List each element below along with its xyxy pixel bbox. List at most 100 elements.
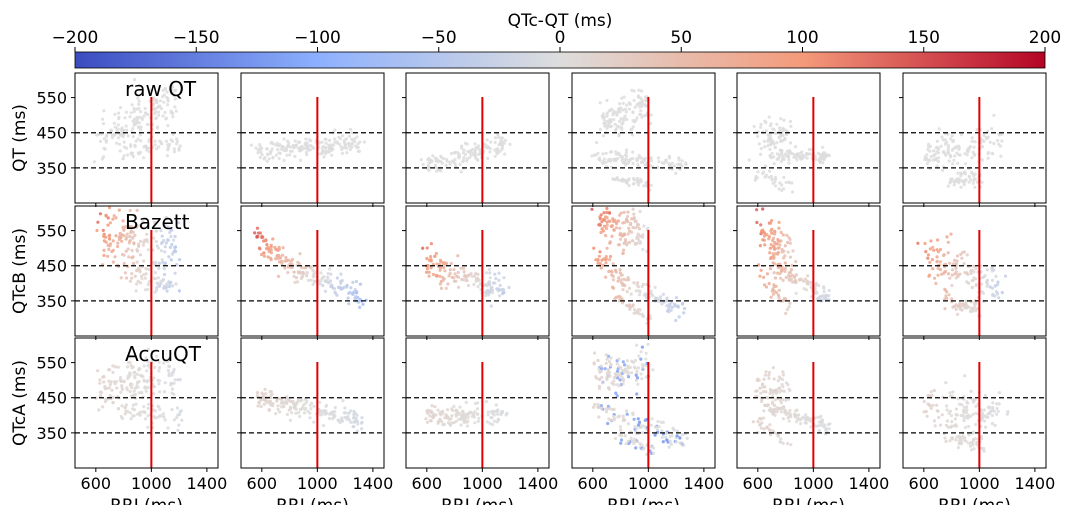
scatter-point bbox=[612, 228, 616, 232]
scatter-point bbox=[438, 274, 442, 278]
scatter-point bbox=[258, 143, 262, 147]
scatter-point bbox=[443, 269, 447, 273]
scatter-point bbox=[133, 117, 137, 121]
scatter-point bbox=[775, 242, 779, 246]
scatter-point bbox=[164, 116, 168, 120]
scatter-point bbox=[778, 126, 782, 130]
scatter-point bbox=[793, 274, 797, 278]
scatter-point bbox=[300, 406, 305, 411]
scatter-point bbox=[777, 246, 781, 250]
scatter-point bbox=[171, 85, 175, 89]
scatter-point bbox=[304, 137, 308, 141]
scatter-point bbox=[789, 415, 793, 419]
scatter-point bbox=[781, 417, 786, 421]
scatter-point bbox=[118, 375, 123, 380]
scatter-point bbox=[763, 373, 768, 377]
scatter-point bbox=[980, 180, 984, 184]
scatter-point bbox=[963, 425, 968, 430]
scatter-point bbox=[609, 362, 613, 366]
scatter-point bbox=[784, 297, 788, 301]
scatter-point bbox=[658, 295, 663, 299]
scatter-point bbox=[787, 271, 791, 275]
scatter-point bbox=[932, 419, 937, 423]
scatter-point bbox=[771, 292, 776, 296]
scatter-point bbox=[615, 362, 619, 366]
scatter-point bbox=[170, 391, 174, 395]
scatter-point bbox=[613, 268, 618, 272]
scatter-point bbox=[438, 258, 443, 262]
scatter-point bbox=[660, 429, 664, 433]
scatter-point bbox=[681, 301, 685, 305]
scatter-point bbox=[771, 389, 775, 393]
scatter-point bbox=[637, 354, 641, 358]
scatter-point bbox=[593, 403, 597, 407]
panel-qtca-2: 60010001400RRI (ms) bbox=[237, 337, 393, 505]
scatter-point bbox=[485, 271, 489, 275]
scatter-point bbox=[274, 143, 278, 147]
scatter-point bbox=[954, 266, 958, 270]
scatter-point bbox=[634, 310, 639, 315]
scatter-point bbox=[967, 174, 971, 178]
scatter-point bbox=[964, 405, 969, 409]
scatter-point bbox=[653, 296, 657, 300]
scatter-point bbox=[101, 375, 105, 379]
scatter-point bbox=[275, 147, 280, 152]
scatter-point bbox=[285, 153, 289, 157]
scatter-point bbox=[347, 134, 351, 138]
panel-qtca-6: 60010001400RRI (ms) bbox=[899, 337, 1055, 505]
scatter-point bbox=[617, 132, 621, 136]
scatter-point bbox=[128, 234, 132, 239]
scatter-point bbox=[809, 425, 813, 429]
scatter-point bbox=[947, 293, 951, 297]
scatter-point bbox=[138, 281, 143, 285]
scatter-point bbox=[599, 404, 604, 408]
scatter-point bbox=[599, 230, 603, 235]
scatter-point bbox=[821, 156, 825, 160]
scatter-point bbox=[761, 385, 765, 389]
scatter-point bbox=[781, 126, 785, 130]
scatter-point bbox=[601, 115, 605, 119]
scatter-point bbox=[97, 408, 101, 412]
scatter-point bbox=[782, 175, 786, 179]
scatter-point bbox=[975, 307, 980, 311]
scatter-point bbox=[277, 245, 281, 249]
scatter-point bbox=[330, 285, 334, 289]
scatter-point bbox=[154, 277, 158, 281]
scatter-point bbox=[459, 423, 463, 427]
scatter-point bbox=[930, 258, 935, 262]
scatter-point bbox=[972, 276, 976, 280]
scatter-point bbox=[340, 147, 344, 152]
panel-qtca-5: 60010001400RRI (ms) bbox=[733, 337, 889, 505]
scatter-point bbox=[971, 400, 976, 404]
scatter-point bbox=[298, 140, 302, 144]
scatter-point bbox=[605, 114, 609, 118]
scatter-point bbox=[613, 122, 617, 126]
scatter-point bbox=[159, 414, 163, 418]
scatter-point bbox=[632, 417, 636, 421]
scatter-point bbox=[265, 147, 269, 151]
scatter-point bbox=[133, 233, 137, 237]
scatter-point bbox=[276, 404, 280, 408]
scatter-point bbox=[771, 127, 775, 131]
scatter-point bbox=[142, 259, 146, 263]
scatter-point bbox=[143, 106, 147, 111]
scatter-point bbox=[963, 439, 967, 443]
scatter-point bbox=[773, 413, 777, 417]
x-tick-label: 1000 bbox=[793, 474, 834, 493]
scatter-point bbox=[169, 234, 173, 239]
scatter-point bbox=[435, 274, 439, 278]
scatter-point bbox=[616, 295, 620, 299]
scatter-point bbox=[656, 156, 661, 160]
scatter-point bbox=[333, 406, 337, 410]
scatter-point bbox=[166, 238, 170, 242]
scatter-point bbox=[266, 245, 270, 250]
scatter-point bbox=[163, 418, 167, 422]
scatter-point bbox=[954, 438, 958, 442]
scatter-point bbox=[170, 228, 174, 232]
scatter-point bbox=[617, 357, 621, 361]
scatter-point bbox=[969, 178, 973, 182]
scatter-point bbox=[157, 113, 161, 117]
scatter-point bbox=[761, 382, 765, 386]
scatter-point bbox=[607, 417, 611, 421]
scatter-point bbox=[488, 421, 492, 425]
